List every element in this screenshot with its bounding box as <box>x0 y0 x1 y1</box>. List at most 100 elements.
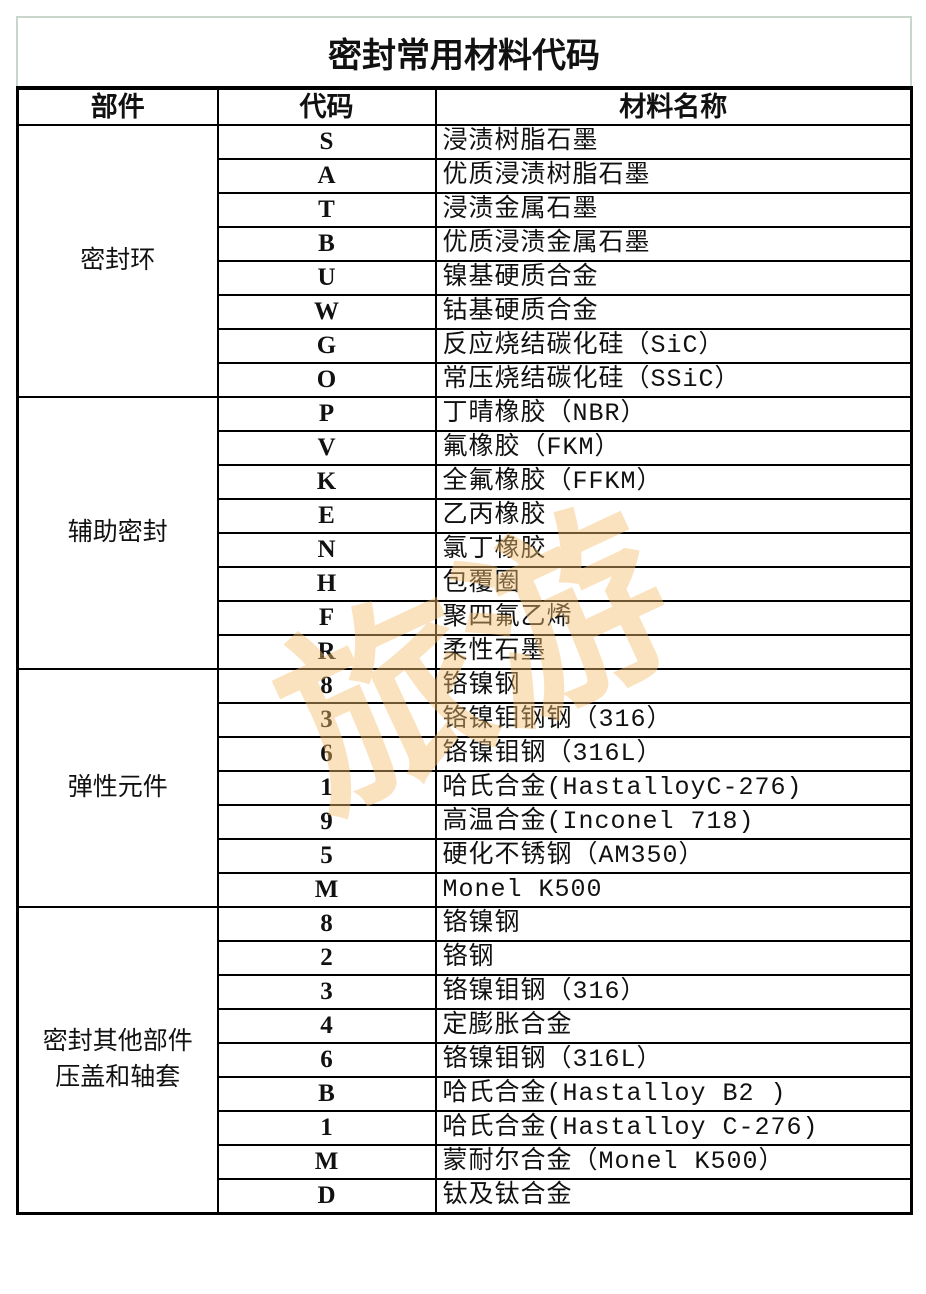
material-name-cell: 蒙耐尔合金（Monel K500） <box>434 1144 913 1180</box>
material-name-cell: 铬镍钼钢钢（316） <box>434 702 913 738</box>
table-row: V 氟橡胶（FKM） <box>18 430 913 466</box>
table-row: B 优质浸渍金属石墨 <box>18 226 913 262</box>
code-cell: T <box>216 192 437 228</box>
table-row: H 包覆圈 <box>18 566 913 602</box>
material-name-cell: 铬镍钢 <box>434 906 913 942</box>
table-row: F 聚四氟乙烯 <box>18 600 913 636</box>
material-name-cell: 铬钢 <box>434 940 913 976</box>
table-row: 弹性元件 8 铬镍钢 <box>16 668 913 908</box>
material-name-cell: Monel K500 <box>434 872 913 908</box>
code-cell: 3 <box>216 974 437 1010</box>
table-row: 1 哈氏合金(HastalloyC-276) <box>18 770 913 806</box>
table-row: 4 定膨胀合金 <box>18 1008 913 1044</box>
header-code: 代码 <box>216 86 437 126</box>
code-cell: 1 <box>216 770 437 806</box>
code-cell: M <box>216 872 437 908</box>
material-name-cell: 钴基硬质合金 <box>434 294 913 330</box>
code-cell: K <box>216 464 437 500</box>
header-part: 部件 <box>16 86 219 126</box>
table-row: G 反应烧结碳化硅（SiC） <box>18 328 913 364</box>
part-label: 密封其他部件 <box>42 1028 193 1055</box>
table-row: U 镍基硬质合金 <box>18 260 913 296</box>
code-cell: 8 <box>216 906 437 942</box>
table-row: N 氯丁橡胶 <box>18 532 913 568</box>
table-row: B 哈氏合金(Hastalloy B2 ) <box>18 1076 913 1112</box>
material-name-cell: 定膨胀合金 <box>434 1008 913 1044</box>
code-cell: R <box>216 634 437 670</box>
material-name-cell: 钛及钛合金 <box>434 1178 913 1215</box>
code-cell: S <box>216 124 437 160</box>
part-cell: 密封其他部件 压盖和轴套 <box>16 906 219 1215</box>
material-name-cell: 氯丁橡胶 <box>434 532 913 568</box>
material-name-cell: 铬镍钢 <box>434 668 913 704</box>
table-row: 9 高温合金(Inconel 718) <box>18 804 913 840</box>
code-cell: E <box>216 498 437 534</box>
table-row: M 蒙耐尔合金（Monel K500） <box>18 1144 913 1180</box>
material-name-cell: 乙丙橡胶 <box>434 498 913 534</box>
code-cell: A <box>216 158 437 194</box>
material-name-cell: 柔性石墨 <box>434 634 913 670</box>
material-name-cell: 铬镍钼钢（316L） <box>434 1042 913 1078</box>
table-row: O 常压烧结碳化硅（SSiC） <box>18 362 913 398</box>
code-cell: F <box>216 600 437 636</box>
material-name-cell: 哈氏合金(Hastalloy C-276) <box>434 1110 913 1146</box>
material-name-cell: 铬镍钼钢（316） <box>434 974 913 1010</box>
page-title: 密封常用材料代码 <box>16 16 912 86</box>
code-cell: 6 <box>216 1042 437 1078</box>
table-row: 1 哈氏合金(Hastalloy C-276) <box>18 1110 913 1146</box>
table-row: 辅助密封 P 丁晴橡胶（NBR） <box>16 396 913 670</box>
header-row: 部件 代码 材料名称 <box>16 86 913 126</box>
code-cell: O <box>216 362 437 398</box>
material-name-cell: 哈氏合金(Hastalloy B2 ) <box>434 1076 913 1112</box>
material-name-cell: 聚四氟乙烯 <box>434 600 913 636</box>
code-cell: 2 <box>216 940 437 976</box>
table-row: M Monel K500 <box>18 872 913 908</box>
code-cell: P <box>216 396 437 432</box>
material-name-cell: 镍基硬质合金 <box>434 260 913 296</box>
material-name-cell: 常压烧结碳化硅（SSiC） <box>434 362 913 398</box>
material-name-cell: 全氟橡胶（FFKM） <box>434 464 913 500</box>
table-row: 5 硬化不锈钢（AM350） <box>18 838 913 874</box>
material-name-cell: 包覆圈 <box>434 566 913 602</box>
table-row: 密封其他部件 压盖和轴套 8 铬镍钢 <box>16 906 913 1215</box>
code-cell: M <box>216 1144 437 1180</box>
material-name-cell: 优质浸渍金属石墨 <box>434 226 913 262</box>
material-name-cell: 氟橡胶（FKM） <box>434 430 913 466</box>
code-cell: W <box>216 294 437 330</box>
material-name-cell: 丁晴橡胶（NBR） <box>434 396 913 432</box>
table-row: K 全氟橡胶（FFKM） <box>18 464 913 500</box>
part-label: 压盖和轴套 <box>55 1064 181 1091</box>
material-name-cell: 浸渍树脂石墨 <box>434 124 913 160</box>
table-row: 2 铬钢 <box>18 940 913 976</box>
material-name-cell: 优质浸渍树脂石墨 <box>434 158 913 194</box>
table-row: 密封环 S 浸渍树脂石墨 <box>16 124 913 398</box>
table-row: W 钴基硬质合金 <box>18 294 913 330</box>
table-row: R 柔性石墨 <box>18 634 913 670</box>
code-cell: H <box>216 566 437 602</box>
part-cell: 辅助密封 <box>16 396 219 670</box>
header-material: 材料名称 <box>434 86 913 126</box>
material-name-cell: 硬化不锈钢（AM350） <box>434 838 913 874</box>
code-cell: U <box>216 260 437 296</box>
code-cell: 8 <box>216 668 437 704</box>
material-name-cell: 反应烧结碳化硅（SiC） <box>434 328 913 364</box>
code-cell: 1 <box>216 1110 437 1146</box>
table-row: 6 铬镍钼钢（316L） <box>18 1042 913 1078</box>
table-row: 3 铬镍钼钢（316） <box>18 974 913 1010</box>
table-row: 6 铬镍钼钢（316L） <box>18 736 913 772</box>
code-cell: 3 <box>216 702 437 738</box>
code-cell: D <box>216 1178 437 1215</box>
code-cell: G <box>216 328 437 364</box>
code-cell: 9 <box>216 804 437 840</box>
table-row: D 钛及钛合金 <box>18 1178 913 1215</box>
part-label: 密封环 <box>80 247 156 274</box>
code-cell: V <box>216 430 437 466</box>
table-row: T 浸渍金属石墨 <box>18 192 913 228</box>
material-name-cell: 铬镍钼钢（316L） <box>434 736 913 772</box>
table-row: E 乙丙橡胶 <box>18 498 913 534</box>
code-cell: N <box>216 532 437 568</box>
part-label: 辅助密封 <box>67 519 168 546</box>
code-cell: B <box>216 1076 437 1112</box>
code-cell: 6 <box>216 736 437 772</box>
material-name-cell: 哈氏合金(HastalloyC-276) <box>434 770 913 806</box>
